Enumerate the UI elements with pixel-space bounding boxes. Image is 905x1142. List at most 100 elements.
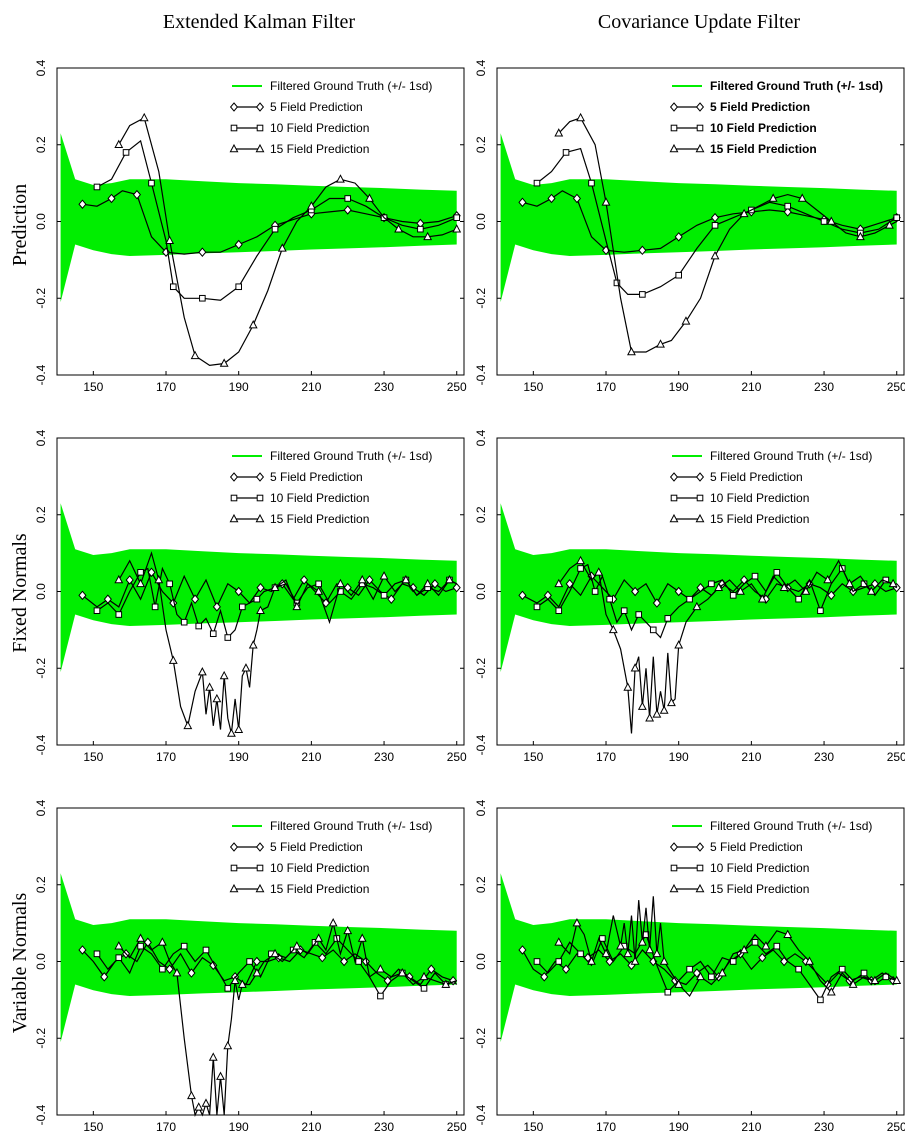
series-square [93, 139, 461, 302]
series-line [558, 896, 898, 997]
data-point-triangle [757, 594, 767, 603]
data-point-triangle [783, 929, 793, 938]
data-point-triangle [136, 933, 146, 942]
data-point-triangle [885, 220, 894, 229]
data-point-triangle [219, 670, 229, 680]
data-point-diamond [452, 582, 461, 593]
data-point-square [166, 580, 173, 588]
data-point-square [599, 935, 606, 942]
data-point-triangle [554, 128, 564, 137]
data-point-square [591, 588, 599, 595]
data-point-square [751, 572, 759, 580]
legend-label: 15 Field Prediction [710, 142, 817, 156]
data-point-square [882, 973, 890, 981]
legend-marker-square [670, 494, 678, 502]
data-point-square [649, 626, 657, 634]
data-point-triangle [681, 316, 691, 325]
data-point-triangle [761, 941, 771, 950]
chart-cuf-prediction: 150 170 190 210 230 250 -0.4 -0.2 0.0 0.2 0.4 Filte… [474, 59, 905, 394]
data-point-triangle [736, 586, 745, 595]
y-tick-label: 0.0 [474, 583, 488, 600]
data-point-square [93, 950, 101, 958]
data-point-square [639, 291, 646, 298]
legend-label: 15 Field Prediction [710, 512, 809, 526]
data-point-triangle [216, 1071, 225, 1080]
data-point-triangle [256, 605, 265, 614]
y-tick-label: -0.4 [34, 734, 48, 755]
data-point-diamond [518, 197, 527, 208]
series-line [118, 551, 457, 734]
legend-marker-triangle [669, 143, 679, 153]
legend-marker-diamond [255, 472, 265, 482]
y-tick-label: -0.4 [474, 364, 488, 385]
data-point-square [202, 946, 210, 954]
data-point-triangle [888, 578, 898, 588]
x-tick-label: 170 [596, 1120, 616, 1134]
x-tick-label: 210 [301, 750, 321, 764]
data-point-triangle [375, 964, 385, 973]
legend-marker-square [230, 864, 238, 872]
x-tick-label: 190 [229, 380, 249, 394]
data-point-triangle [423, 578, 433, 588]
series-line [96, 566, 457, 639]
chart-cuf-variable-normals: 150 170 190 210 230 250 -0.4 -0.2 0.0 0.2 0.4 Filte… [474, 799, 905, 1134]
data-point-square [635, 611, 643, 618]
data-point-triangle [768, 193, 778, 202]
data-point-square [380, 592, 388, 599]
legend-label: 10 Field Prediction [710, 491, 809, 505]
data-point-diamond [758, 952, 767, 963]
x-tick-label: 230 [374, 750, 394, 764]
data-point-triangle [714, 582, 724, 591]
data-point-triangle [201, 1098, 211, 1107]
data-point-triangle [252, 967, 262, 977]
data-point-diamond [165, 964, 174, 974]
data-point-square [893, 214, 901, 221]
data-point-square [686, 595, 693, 603]
legend-label: 15 Field Prediction [270, 512, 369, 526]
data-point-triangle [630, 663, 640, 672]
data-point-triangle [656, 339, 665, 348]
legend-marker-diamond [229, 102, 239, 112]
legend-marker-square [696, 124, 704, 132]
data-point-triangle [197, 667, 207, 676]
data-point-triangle [826, 987, 836, 996]
data-point-diamond [565, 579, 574, 589]
x-tick-label: 210 [741, 750, 761, 764]
ground-truth-band [60, 133, 457, 303]
data-point-triangle [554, 937, 564, 946]
data-point-diamond [692, 968, 701, 978]
legend-label: Filtered Ground Truth (+/- 1sd) [270, 79, 432, 93]
legend-marker-diamond [255, 102, 265, 112]
y-tick-label: -0.4 [34, 364, 48, 385]
y-tick-label: 0.4 [474, 429, 488, 446]
data-point-triangle [645, 713, 655, 722]
data-point-triangle [401, 574, 411, 584]
data-point-diamond [78, 945, 87, 955]
data-point-diamond [827, 590, 836, 601]
x-tick-label: 210 [301, 380, 321, 394]
data-point-triangle [212, 693, 222, 703]
data-point-triangle [248, 320, 258, 329]
data-point-square [675, 271, 682, 279]
data-point-square [751, 939, 759, 946]
data-point-square [122, 149, 130, 156]
data-point-triangle [223, 1040, 233, 1050]
legend-label: 5 Field Prediction [270, 100, 363, 114]
data-point-triangle [848, 979, 858, 988]
data-point-triangle [157, 937, 167, 946]
legend: Filtered Ground Truth (+/- 1sd) 5 Field P… [669, 79, 883, 156]
data-point-square [148, 179, 155, 187]
series-triangle [554, 896, 902, 997]
x-tick-label: 210 [741, 380, 761, 394]
x-tick-label: 190 [229, 750, 249, 764]
x-tick-label: 250 [447, 1120, 467, 1134]
row-label-fixed-normals: Fixed Normals [9, 533, 31, 653]
data-point-diamond [191, 594, 200, 604]
y-tick-label: 0.2 [474, 506, 488, 523]
legend-marker-diamond [695, 472, 705, 482]
data-point-diamond [125, 575, 134, 585]
data-point-triangle [187, 1090, 196, 1100]
data-point-triangle [572, 918, 582, 927]
column-title-cuf: Covariance Update Filter [598, 11, 800, 33]
data-point-diamond [572, 193, 582, 204]
